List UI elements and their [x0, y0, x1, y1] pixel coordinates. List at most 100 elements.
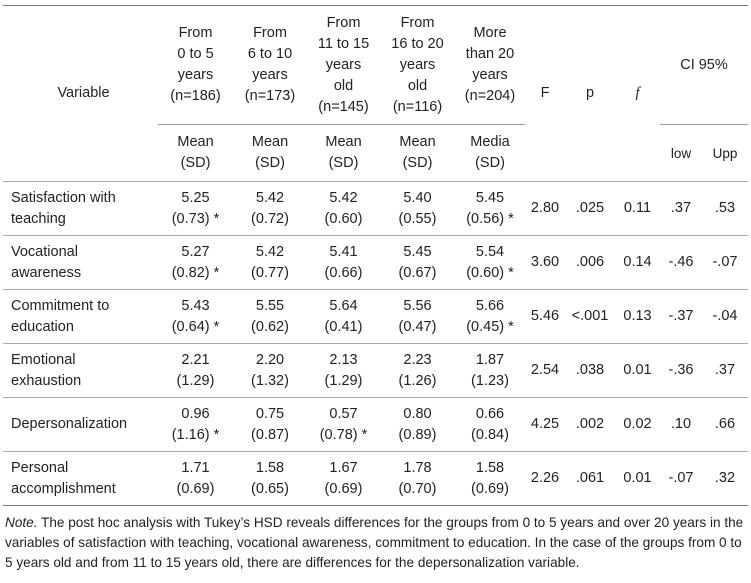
table-row: Commitment to education 5.43 (0.64) * 5.55 (0… — [3, 289, 748, 344]
group-cell: 1.87 (1.23) — [455, 343, 525, 398]
stat-cell: 4.25 — [525, 397, 565, 452]
header-line: old — [333, 77, 354, 94]
header-line: than 20 — [465, 46, 515, 62]
stat-cell: -.07 — [702, 235, 748, 290]
subheader-cell: Mean (SD) — [380, 125, 455, 182]
group-value: (0.65) — [251, 480, 289, 497]
group-value: 0.57 — [329, 405, 358, 422]
group-cell: 5.25 (0.73) * — [158, 181, 233, 236]
variable-line: Commitment to — [11, 297, 110, 314]
table-body: Satisfaction with teaching 5.25 (0.73) * 5.4… — [3, 181, 748, 506]
group-value: (0.72) — [251, 210, 289, 227]
stat-cell: .53 — [702, 181, 748, 236]
group-cell: 5.43 (0.64) * — [158, 289, 233, 344]
group-cell: 2.23 (1.26) — [380, 343, 455, 398]
group-cell: 0.96 (1.16) * — [158, 397, 233, 452]
subheader-cell: Mean (SD) — [233, 125, 307, 182]
group-cell: 2.21 (1.29) — [158, 343, 233, 398]
header-cell: Variable — [3, 5, 158, 182]
variable-line: Vocational — [11, 243, 78, 260]
header-line: More — [473, 25, 507, 41]
subheader-line: Mean — [325, 134, 362, 150]
group-value: (0.69) — [471, 480, 509, 497]
table-header: Variable From 0 to 5 years (n=186) From 6 to 1… — [3, 5, 748, 182]
group-value: 1.71 — [181, 459, 210, 476]
header-cell: More than 20 years (n=204) — [455, 5, 525, 125]
group-value: (0.67) — [398, 264, 437, 281]
stat-cell: .002 — [565, 397, 615, 452]
group-cell: 0.80 (0.89) — [380, 397, 455, 452]
group-value: (0.69) — [176, 480, 215, 497]
stat-cell: 2.80 — [525, 181, 565, 236]
group-value: 0.96 — [181, 405, 210, 422]
group-value: (0.55) — [398, 210, 437, 227]
variable-line: awareness — [11, 264, 82, 281]
group-value: (0.70) — [398, 480, 437, 497]
subheader-line: Mean — [177, 134, 214, 150]
variable-line: Emotional — [11, 351, 76, 368]
stat-cell: 0.02 — [615, 397, 660, 452]
variable-line: teaching — [11, 210, 66, 227]
group-cell: 5.45 (0.67) — [380, 235, 455, 290]
group-value: 5.25 — [181, 189, 210, 206]
group-value: 5.42 — [329, 189, 358, 206]
group-cell: 5.64 (0.41) — [307, 289, 380, 344]
variable-line: Satisfaction with — [11, 189, 116, 206]
header-line: (n=116) — [392, 98, 443, 115]
stat-cell: 2.54 — [525, 343, 565, 398]
table-row: Depersonalization 0.96 (1.16) * 0.75 (0.87) 0… — [3, 397, 748, 452]
group-value: (1.16) * — [171, 426, 220, 443]
stat-cell: -.04 — [702, 289, 748, 344]
table-row: Satisfaction with teaching 5.25 (0.73) * 5.4… — [3, 181, 748, 236]
variable-line: Depersonalization — [11, 416, 128, 432]
group-value: 5.43 — [181, 297, 210, 314]
group-value: 5.45 — [475, 189, 505, 206]
group-cell: 5.54 (0.60) * — [455, 235, 525, 290]
table-note: Note. The post hoc analysis with Tukey’s… — [3, 513, 748, 573]
group-value: 5.54 — [475, 243, 505, 260]
subheader-line: (SD) — [328, 155, 359, 171]
group-value: 5.42 — [255, 243, 285, 260]
header-cell: p — [565, 5, 615, 182]
stat-cell: 0.01 — [615, 451, 660, 506]
header-line: 0 to 5 — [177, 46, 214, 62]
stat-cell: 0.14 — [615, 235, 660, 290]
group-value: (0.62) — [251, 318, 289, 335]
group-value: (0.66) — [324, 264, 363, 281]
subheader-line: Mean — [251, 134, 289, 150]
stat-cell: 0.01 — [615, 343, 660, 398]
group-cell: 1.58 (0.65) — [233, 451, 307, 506]
variable-line: exhaustion — [11, 372, 82, 389]
stat-cell: .061 — [565, 451, 615, 506]
header-line: From — [253, 25, 287, 41]
variable-cell: Depersonalization — [3, 397, 158, 452]
header-cell: From 6 to 10 years (n=173) — [233, 5, 307, 125]
subheader-line: (SD) — [402, 155, 433, 171]
header-line: years — [252, 67, 288, 83]
header-cell: CI 95% — [660, 5, 748, 125]
header-line: From — [326, 14, 361, 31]
group-value: 5.64 — [329, 297, 358, 314]
subheader-cell: low — [670, 145, 692, 161]
group-value: 1.58 — [475, 459, 505, 476]
subheader-line: (SD) — [180, 155, 211, 171]
stat-cell: -.37 — [660, 289, 702, 344]
group-value: 5.56 — [403, 297, 432, 314]
stat-cell: .006 — [565, 235, 615, 290]
variable-line: accomplishment — [11, 480, 116, 497]
header-cell: F — [525, 5, 565, 182]
variable-line: Personal — [11, 459, 69, 476]
subheader-cell: Mean (SD) — [307, 125, 380, 182]
header-line: 11 to 15 — [317, 35, 370, 52]
group-cell: 1.67 (0.69) — [307, 451, 380, 506]
group-value: 5.41 — [329, 243, 358, 260]
group-cell: 2.13 (1.29) — [307, 343, 380, 398]
group-value: (0.47) — [398, 318, 437, 335]
group-value: 5.42 — [255, 189, 285, 206]
header-cell: From 16 to 20 years old (n=116) — [380, 5, 455, 125]
stat-cell: .37 — [702, 343, 748, 398]
group-value: (0.45) * — [466, 318, 514, 335]
group-cell: 1.78 (0.70) — [380, 451, 455, 506]
group-cell: 5.41 (0.66) — [307, 235, 380, 290]
